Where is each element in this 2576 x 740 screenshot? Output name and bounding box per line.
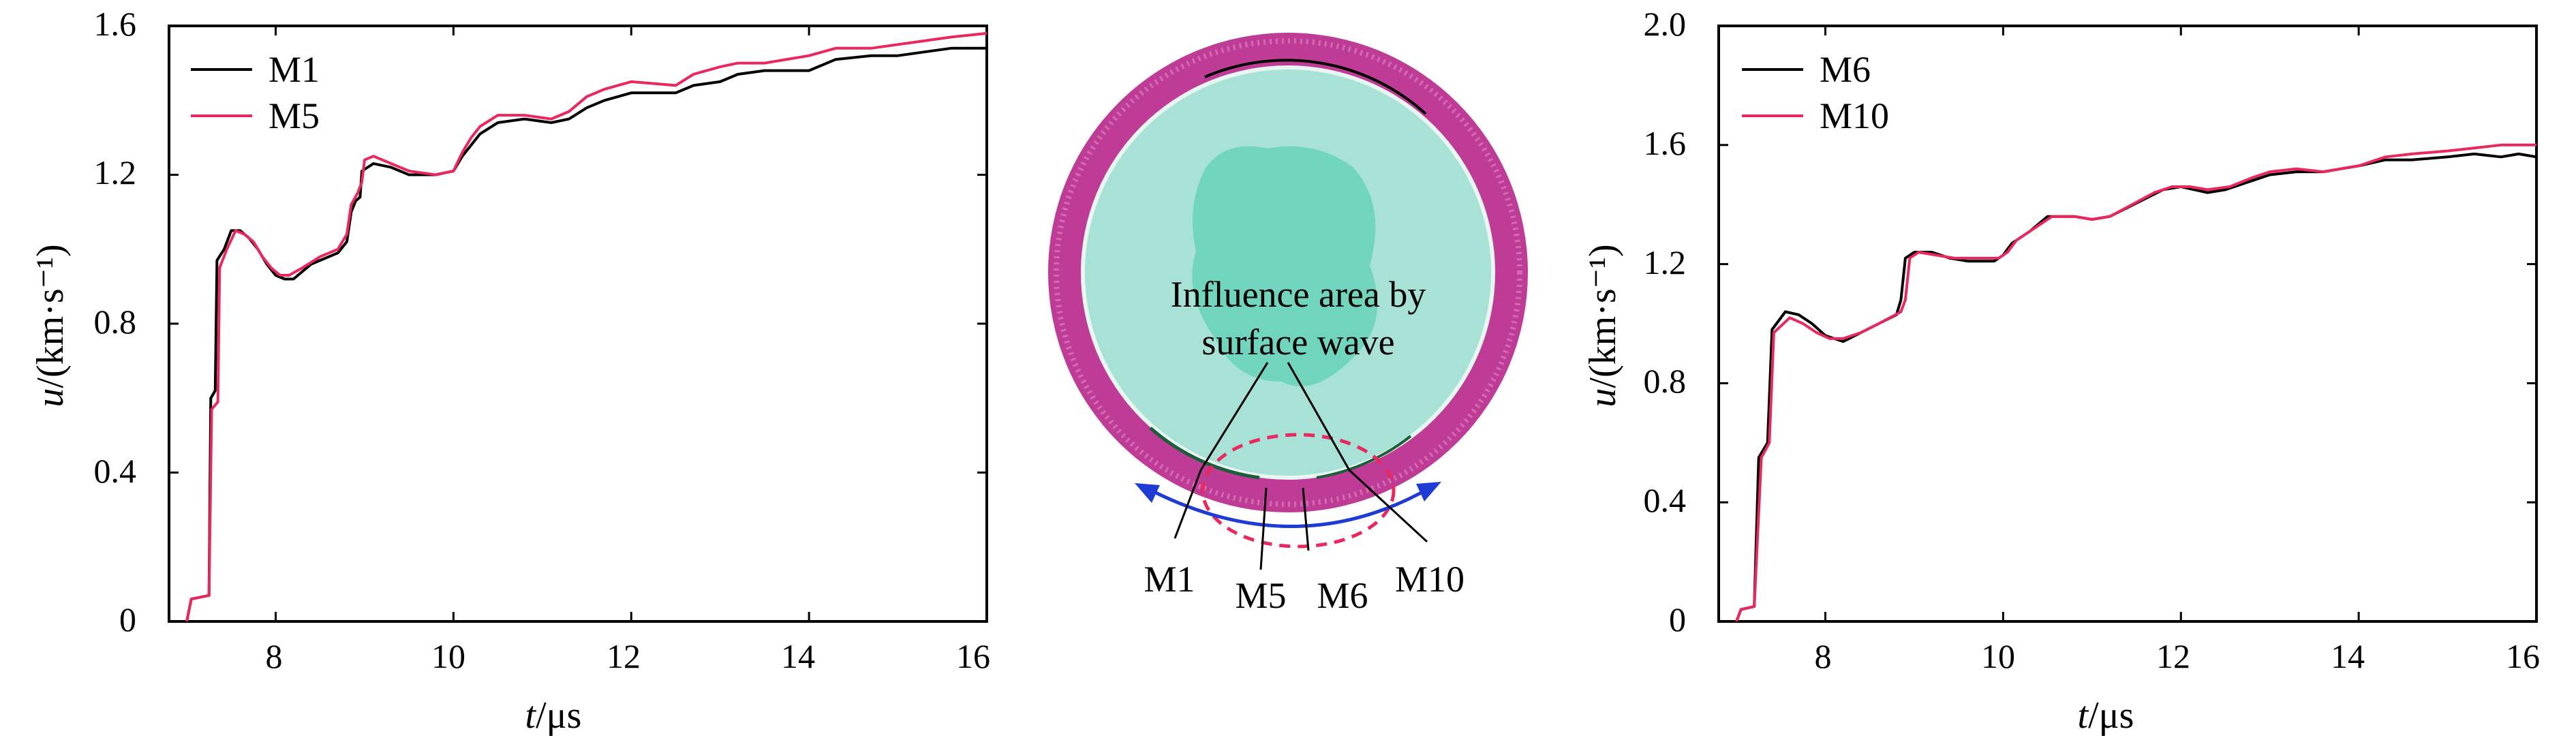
annotation-line-2: surface wave <box>1201 322 1394 363</box>
label-m1: M1 <box>1144 559 1195 600</box>
arrow-right-head <box>1416 482 1441 502</box>
wave-direction-arc <box>1144 485 1432 528</box>
left-xtick-label: 10 <box>431 637 465 675</box>
left-x-axis-unit: /μs <box>536 694 581 737</box>
arrow-left-head <box>1135 483 1160 503</box>
right-chart: 0 0.4 0.8 1.2 1.6 2.0 8 10 12 14 16 t/μs… <box>1582 5 2540 737</box>
right-y-axis-title: u/(km·s⁻¹) <box>1582 244 1624 407</box>
right-series-m10 <box>1735 143 2536 622</box>
left-xtick-label: 14 <box>781 637 815 675</box>
leader-line-left <box>1199 362 1269 471</box>
m10-pointer <box>1348 469 1428 543</box>
left-ytick-label: 0 <box>119 600 136 638</box>
left-series-m5 <box>185 31 987 622</box>
right-plot-area <box>1717 25 2538 623</box>
left-legend-label-m5: M5 <box>269 95 320 136</box>
left-chart: 0 0.4 0.8 1.2 1.6 8 10 12 14 16 t/μs u/(… <box>29 5 990 737</box>
left-y-axis-var: u <box>29 388 72 407</box>
core-center-region <box>1192 146 1378 386</box>
right-xtick-label: 8 <box>1815 637 1832 675</box>
left-y-axis-title: u/(km·s⁻¹) <box>29 244 72 407</box>
right-xtick-label: 16 <box>2506 637 2540 675</box>
leader-line-right <box>1287 362 1351 471</box>
right-ytick-label: 1.2 <box>1644 243 1687 281</box>
left-y-axis-unit: /(km·s⁻¹) <box>29 244 72 388</box>
lower-influence-arc-right <box>1316 435 1412 479</box>
right-y-axis-unit: /(km·s⁻¹) <box>1582 244 1624 388</box>
m1-pointer <box>1174 469 1202 539</box>
label-m5: M5 <box>1235 575 1286 616</box>
m6-pointer <box>1302 487 1310 551</box>
right-series-m6 <box>1735 152 2537 622</box>
left-plot-area <box>168 25 988 623</box>
left-x-axis-title: t/μs <box>525 694 582 737</box>
right-xtick-label: 12 <box>2156 637 2190 675</box>
annotation-line-1: Influence area by <box>1171 274 1426 315</box>
right-xtick-label: 10 <box>1981 637 2015 675</box>
left-ytick-label: 0.4 <box>94 452 137 490</box>
upper-influence-arc <box>1204 59 1427 115</box>
right-plot-frame <box>1717 25 2538 623</box>
right-y-axis-var: u <box>1582 388 1624 407</box>
left-ytick-label: 0.8 <box>94 303 137 341</box>
right-ytick-label: 0.8 <box>1644 362 1687 400</box>
right-ytick-label: 0 <box>1669 600 1686 638</box>
right-ytick-label: 2.0 <box>1644 5 1687 43</box>
left-xtick-label: 12 <box>607 637 641 675</box>
left-ytick-label: 1.6 <box>94 5 137 43</box>
right-legend-label-m6: M6 <box>1820 49 1871 90</box>
outer-ring-texture <box>1054 38 1522 507</box>
right-xtick-label: 14 <box>2331 637 2365 675</box>
right-x-axis-title: t/μs <box>2078 694 2134 737</box>
cross-section-diagram: Influence area by surface wave M1 M5 M6 … <box>1048 33 1528 616</box>
left-legend-label-m1: M1 <box>269 49 320 90</box>
label-m6: M6 <box>1317 575 1368 616</box>
left-ytick-label: 1.2 <box>94 153 137 191</box>
left-x-axis-var: t <box>525 694 537 737</box>
right-ytick-label: 1.6 <box>1644 124 1687 162</box>
m5-pointer <box>1259 487 1268 570</box>
right-x-axis-var: t <box>2078 694 2089 737</box>
left-xtick-label: 8 <box>266 637 283 675</box>
left-xtick-label: 16 <box>956 637 990 675</box>
right-x-axis-unit: /μs <box>2088 694 2134 737</box>
dashed-region-ellipse <box>1201 433 1396 549</box>
label-m10: M10 <box>1395 559 1465 600</box>
lower-influence-arc <box>1149 427 1260 480</box>
right-legend-label-m10: M10 <box>1820 95 1889 136</box>
right-ytick-label: 0.4 <box>1644 481 1687 519</box>
